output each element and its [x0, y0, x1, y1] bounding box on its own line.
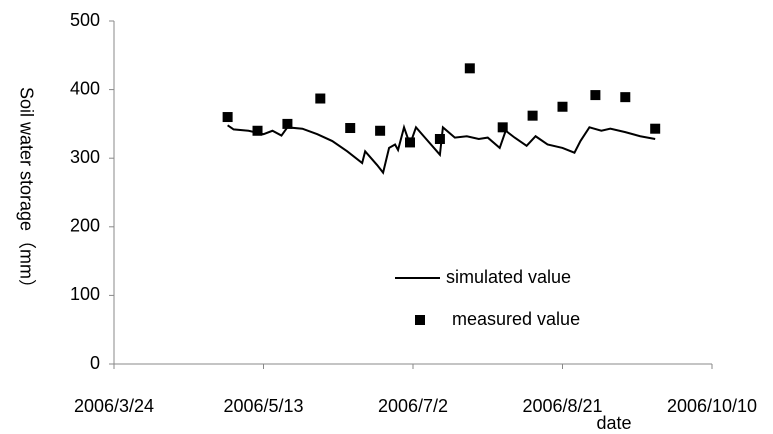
- marker: [282, 118, 293, 129]
- marker: [590, 90, 601, 101]
- marker: [375, 125, 386, 136]
- marker: [315, 93, 326, 104]
- marker: [497, 122, 508, 133]
- y-tick-label: 500: [70, 10, 100, 30]
- legend-label: measured value: [452, 309, 580, 329]
- x-tick-label: 2006/3/24: [74, 396, 154, 416]
- marker: [557, 101, 568, 112]
- x-tick-label: 2006/7/2: [378, 396, 448, 416]
- marker: [434, 133, 445, 144]
- marker: [650, 123, 661, 134]
- marker: [464, 63, 475, 74]
- x-tick-label: 2006/10/10: [667, 396, 757, 416]
- marker: [222, 112, 233, 123]
- y-tick-label: 200: [70, 216, 100, 236]
- y-axis-label: Soil water storage（mm）: [16, 87, 36, 297]
- x-tick-label: 2006/8/21: [522, 396, 602, 416]
- marker: [252, 125, 263, 136]
- y-tick-label: 400: [70, 78, 100, 98]
- y-tick-label: 300: [70, 147, 100, 167]
- marker: [620, 92, 631, 103]
- y-tick-label: 100: [70, 284, 100, 304]
- marker: [527, 110, 538, 121]
- x-tick-label: 2006/5/13: [223, 396, 303, 416]
- x-axis-label: date: [596, 413, 631, 433]
- y-tick-label: 0: [90, 353, 100, 373]
- line: [227, 123, 656, 175]
- legend-label: simulated value: [446, 267, 571, 287]
- marker: [405, 137, 416, 148]
- legend-marker: [415, 315, 425, 325]
- marker: [345, 123, 356, 134]
